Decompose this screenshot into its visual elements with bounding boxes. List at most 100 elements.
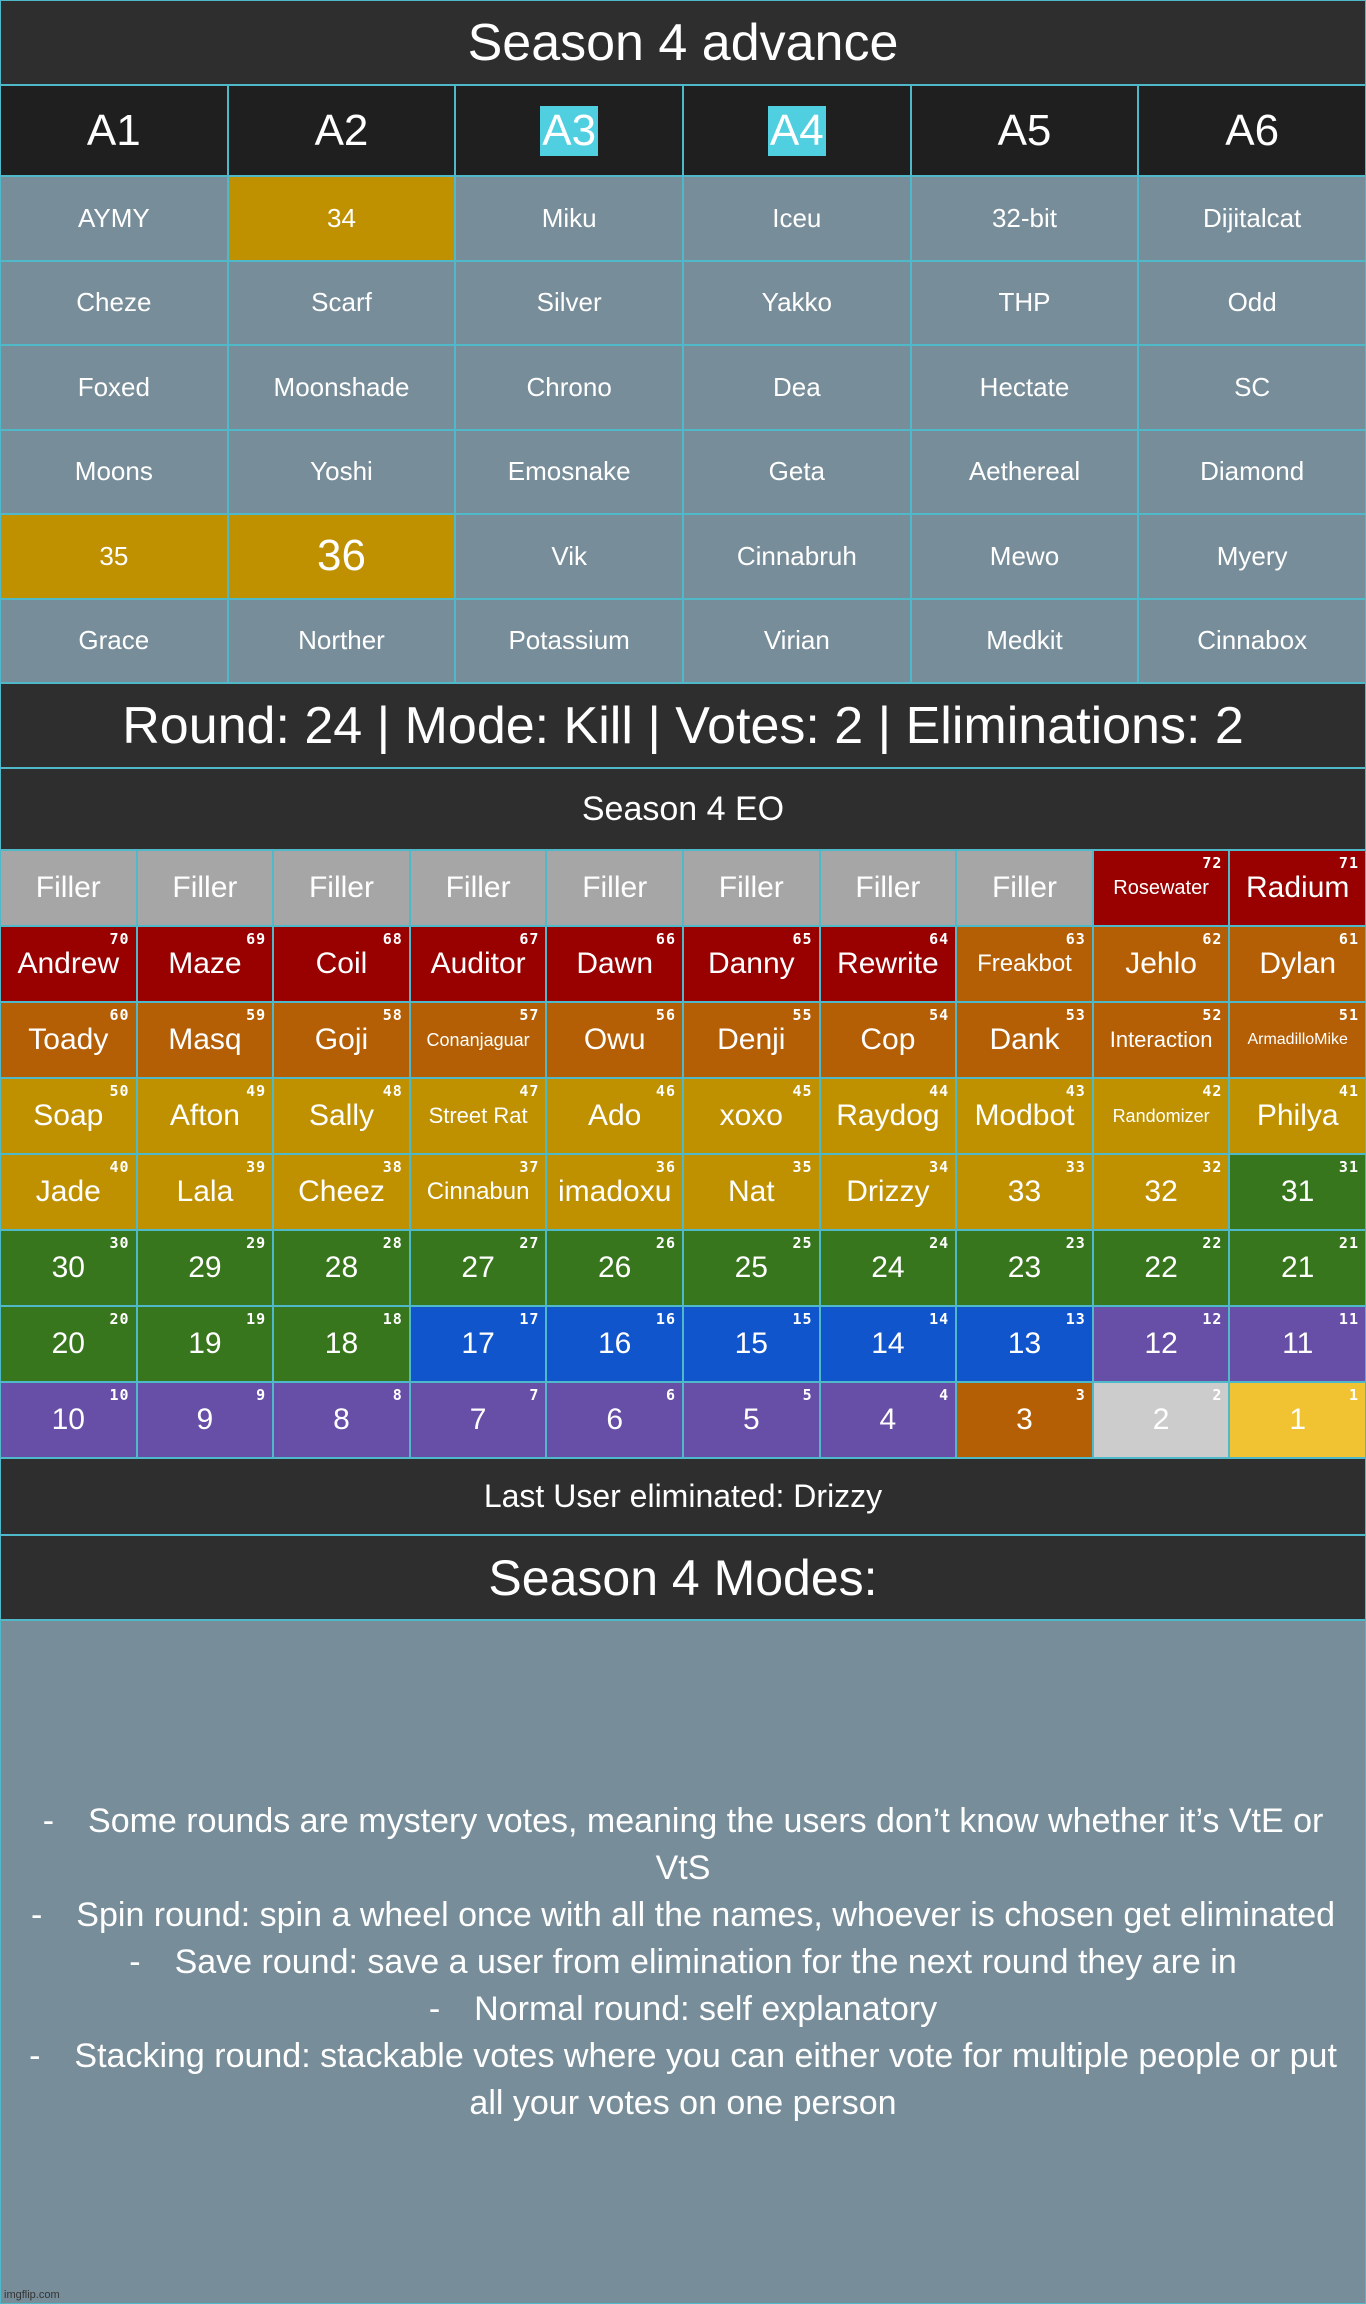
player-cell: Dea: [683, 345, 911, 430]
player-cell: Scarf: [227, 260, 456, 345]
mode-text: Save round: save a user from elimination…: [174, 1942, 1237, 1981]
eo-rank: 25: [792, 1234, 813, 1252]
player-cell: Diamond: [1138, 429, 1366, 514]
bullet: -: [129, 1942, 141, 1981]
eo-name: Sally: [308, 1099, 374, 1132]
eo-rank: 21: [1338, 1234, 1359, 1252]
mode-text: Some rounds are mystery votes, meaning t…: [88, 1801, 1324, 1887]
eo-cell: 13 13: [956, 1306, 1093, 1382]
modes-list: - Some rounds are mystery votes, meaning …: [0, 1620, 1366, 2304]
eo-name: Radium: [1246, 871, 1350, 904]
eo-cell: Interaction 52: [1092, 1002, 1230, 1078]
eo-name: Street Rat: [428, 1103, 528, 1128]
eo-cell: 26 26: [546, 1230, 683, 1306]
eo-name: 9: [196, 1403, 214, 1436]
eo-rank: 17: [519, 1310, 540, 1328]
mode-item: - Stacking round: stackable votes where y…: [15, 2033, 1351, 2127]
bullet: -: [42, 1801, 55, 1840]
eo-cell: Coil 68: [273, 926, 410, 1002]
eo-rank: 31: [1338, 1158, 1359, 1176]
eo-name: 24: [871, 1251, 905, 1284]
eo-name: Cinnabun: [426, 1178, 530, 1205]
player-cell: Dijitalcat: [1138, 176, 1366, 261]
player-cell: Virian: [683, 598, 911, 683]
eo-cell: Danny 65: [683, 926, 820, 1002]
eo-cell: 10 10: [0, 1382, 137, 1458]
player-cell: Chrono: [455, 345, 683, 430]
player-cell: Silver: [455, 260, 683, 345]
eo-rank: 13: [1065, 1310, 1086, 1328]
eo-cell: Sally 48: [273, 1078, 410, 1154]
eo-rank: 60: [109, 1006, 130, 1024]
eo-cell: Masq 59: [136, 1002, 274, 1078]
eo-rank: 20: [109, 1310, 130, 1328]
eo-name: Denji: [717, 1023, 786, 1056]
eo-rank: 54: [929, 1006, 950, 1024]
mode-item: - Normal round: self explanatory: [15, 1986, 1351, 2033]
eo-title: Season 4 EO: [0, 768, 1366, 850]
eo-name: Owu: [583, 1023, 646, 1056]
eo-rank: 70: [109, 930, 130, 948]
eo-cell: 33 33: [956, 1154, 1093, 1230]
eo-cell: 16 16: [546, 1306, 683, 1382]
eo-rank: 47: [519, 1082, 540, 1100]
player-cell: 34: [227, 176, 456, 261]
header-text: A3: [540, 105, 599, 156]
eo-rank: 33: [1065, 1158, 1086, 1176]
eo-cell: 29 29: [136, 1230, 274, 1306]
eo-cell: Filler: [819, 850, 957, 926]
eo-cell: Goji 58: [273, 1002, 410, 1078]
eo-rank: 46: [655, 1082, 676, 1100]
eo-name: 27: [461, 1251, 495, 1284]
eo-name: Lala: [176, 1175, 234, 1208]
player-cell: Cheze: [0, 260, 228, 345]
player-cell: Vik: [455, 514, 683, 599]
eo-cell: Andrew 70: [0, 926, 137, 1002]
eo-cell: Filler: [136, 850, 274, 926]
eo-cell: Drizzy 34: [819, 1154, 957, 1230]
eo-name: 6: [606, 1403, 624, 1436]
eo-cell: imadoxu 36: [546, 1154, 683, 1230]
eo-cell: Maze 69: [136, 926, 274, 1002]
eo-rank: 53: [1065, 1006, 1086, 1024]
eo-rank: 2: [1212, 1386, 1223, 1404]
eo-name: Andrew: [17, 947, 120, 980]
eo-name: Raydog: [836, 1099, 940, 1132]
column-header: A6: [1138, 85, 1366, 176]
eo-rank: 56: [655, 1006, 676, 1024]
eo-rank: 34: [929, 1158, 950, 1176]
eo-name: 1: [1289, 1403, 1307, 1436]
eo-name: Filler: [445, 871, 511, 904]
eo-name: Filler: [172, 871, 238, 904]
eo-cell: 19 19: [136, 1306, 274, 1382]
eo-cell: Philya 41: [1229, 1078, 1366, 1154]
eo-cell: 15 15: [683, 1306, 820, 1382]
player-cell: Yoshi: [227, 429, 456, 514]
eo-rank: 19: [246, 1310, 267, 1328]
eo-cell: 23 23: [956, 1230, 1093, 1306]
eo-name: Danny: [707, 947, 795, 980]
eo-name: Modbot: [974, 1099, 1075, 1132]
player-cell: Odd: [1138, 260, 1366, 345]
eo-rank: 55: [792, 1006, 813, 1024]
eo-name: Cop: [860, 1023, 916, 1056]
eo-rank: 59: [246, 1006, 267, 1024]
eo-rank: 29: [246, 1234, 267, 1252]
mode-item: - Some rounds are mystery votes, meaning …: [15, 1798, 1351, 1892]
eo-name: Drizzy: [846, 1175, 930, 1208]
eo-rank: 72: [1202, 854, 1223, 872]
eo-name: Maze: [168, 947, 242, 980]
eo-name: ArmadilloMike: [1247, 1031, 1348, 1048]
eo-name: Freakbot: [977, 950, 1072, 977]
eo-name: 18: [324, 1327, 359, 1360]
mode-text: Stacking round: stackable votes where yo…: [74, 2036, 1337, 2122]
eo-name: Filler: [582, 871, 648, 904]
eo-cell: 27 27: [409, 1230, 547, 1306]
bullet: -: [30, 1895, 43, 1934]
player-cell: Cinnabox: [1138, 598, 1366, 683]
eo-name: 25: [734, 1251, 768, 1284]
